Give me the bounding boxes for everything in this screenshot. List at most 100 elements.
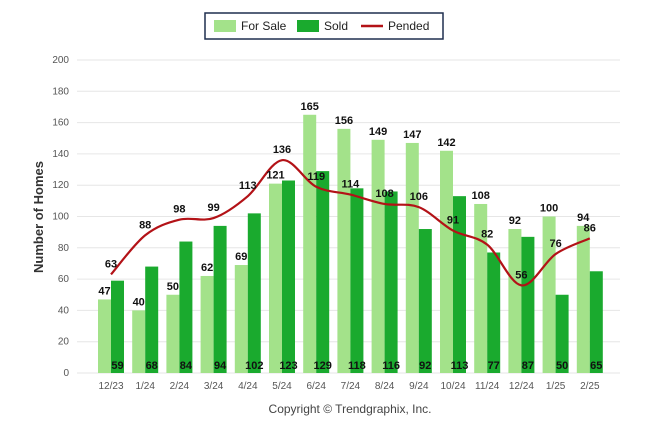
y-axis-label: Number of Homes: [31, 161, 46, 273]
y-axis-ticks: 0 20 40 60 80 100 120 140 160 180 200: [52, 55, 69, 379]
legend: For Sale Sold Pended: [204, 12, 444, 40]
data-label-sold: 92: [419, 360, 431, 372]
data-label-for-sale: 92: [509, 215, 521, 227]
data-label-pended: 91: [447, 215, 459, 227]
bar-sold: [487, 252, 501, 373]
data-label-sold: 87: [522, 360, 534, 372]
legend-label-sold: Sold: [324, 19, 348, 33]
bar-sold: [521, 236, 535, 373]
data-label-pended: 63: [105, 258, 117, 270]
x-axis-ticks: 12/23 1/24 2/24 3/24 4/24 5/24 6/24 7/24 8/24 9/2…: [98, 381, 599, 392]
bar-for-sale: [200, 275, 214, 373]
data-label-sold: 65: [590, 360, 602, 372]
bar-for-sale: [132, 310, 146, 373]
x-tick-label: 2/24: [170, 381, 190, 392]
data-label-for-sale: 147: [403, 129, 421, 141]
data-label-for-sale: 100: [540, 203, 558, 215]
data-label-sold: 68: [146, 360, 158, 372]
data-label-pended: 106: [410, 191, 428, 203]
y-tick-label: 120: [52, 180, 69, 191]
y-tick-label: 200: [52, 55, 69, 66]
data-label-for-sale: 165: [301, 101, 319, 113]
bar-for-sale: [234, 265, 248, 373]
bar-sold: [111, 280, 124, 373]
data-label-sold: 77: [488, 360, 500, 372]
data-label-for-sale: 156: [335, 115, 353, 127]
y-tick-label: 80: [58, 243, 70, 254]
x-tick-label: 1/25: [546, 381, 566, 392]
legend-swatch-for-sale: [214, 20, 236, 32]
data-label-for-sale: 69: [235, 251, 247, 263]
y-tick-label: 100: [52, 212, 69, 223]
x-tick-label: 7/24: [341, 381, 361, 392]
data-labels: 47 59 40 68 50 84 62 94 69 102 121 123 165 129 156 118 1…: [98, 101, 602, 372]
bar-for-sale: [371, 139, 385, 373]
bar-for-sale: [166, 294, 180, 373]
bar-sold: [145, 266, 159, 373]
bar-for-sale: [405, 142, 419, 373]
bar-sold: [350, 188, 364, 373]
x-tick-label: 3/24: [204, 381, 224, 392]
data-label-pended: 99: [207, 202, 219, 214]
data-label-for-sale: 47: [98, 285, 110, 297]
line-pended: [110, 159, 591, 287]
data-label-pended: 56: [515, 269, 527, 281]
data-label-pended: 136: [273, 144, 291, 156]
data-label-sold: 123: [279, 360, 297, 372]
bar-sold: [384, 191, 398, 373]
x-tick-label: 12/23: [98, 381, 123, 392]
x-tick-label: 12/24: [509, 381, 534, 392]
copyright: Copyright © Trendgraphix, Inc.: [269, 402, 432, 416]
data-label-for-sale: 121: [266, 170, 284, 182]
bar-for-sale: [269, 183, 282, 373]
bar-for-sale: [440, 150, 453, 373]
data-label-sold: 116: [382, 360, 400, 372]
legend-box: [204, 12, 444, 40]
bar-for-sale: [474, 203, 488, 373]
data-label-for-sale: 62: [201, 262, 213, 274]
data-label-pended: 108: [375, 188, 393, 200]
y-tick-label: 0: [63, 368, 69, 379]
x-tick-label: 9/24: [409, 381, 429, 392]
x-tick-label: 5/24: [272, 381, 292, 392]
bar-sold: [282, 180, 295, 373]
data-label-pended: 86: [584, 222, 596, 234]
data-label-for-sale: 149: [369, 126, 387, 138]
pended-line: [110, 159, 591, 287]
data-label-pended: 114: [342, 179, 361, 191]
bar-for-sale: [508, 229, 522, 373]
data-label-pended: 98: [173, 204, 185, 216]
data-label-for-sale: 108: [472, 190, 490, 202]
data-label-pended: 76: [549, 238, 561, 250]
data-label-sold: 102: [245, 360, 263, 372]
y-tick-label: 20: [58, 337, 70, 348]
bar-sold: [179, 241, 193, 373]
x-tick-label: 2/25: [580, 381, 600, 392]
bar-sold: [453, 196, 466, 373]
x-tick-label: 6/24: [306, 381, 326, 392]
data-label-sold: 118: [348, 360, 366, 372]
data-label-for-sale: 40: [133, 296, 145, 308]
legend-label-pended: Pended: [388, 19, 429, 33]
y-tick-label: 60: [58, 274, 70, 285]
data-label-for-sale: 94: [577, 212, 590, 224]
y-tick-label: 180: [52, 86, 69, 97]
data-label-for-sale: 142: [437, 137, 455, 149]
data-label-sold: 59: [111, 360, 123, 372]
data-label-pended: 88: [139, 219, 151, 231]
legend-swatch-sold: [297, 20, 319, 32]
data-label-sold: 84: [180, 360, 193, 372]
y-tick-label: 40: [58, 305, 70, 316]
data-label-for-sale: 50: [167, 281, 179, 293]
bar-sold: [316, 171, 330, 373]
bar-sold: [589, 271, 603, 373]
data-label-sold: 50: [556, 360, 568, 372]
x-tick-label: 1/24: [135, 381, 155, 392]
bar-sold: [213, 225, 227, 373]
bar-sold: [555, 294, 569, 373]
data-label-pended: 119: [307, 171, 325, 183]
bar-for-sale: [576, 225, 590, 373]
data-label-sold: 129: [314, 360, 332, 372]
bar-sold: [247, 213, 261, 373]
